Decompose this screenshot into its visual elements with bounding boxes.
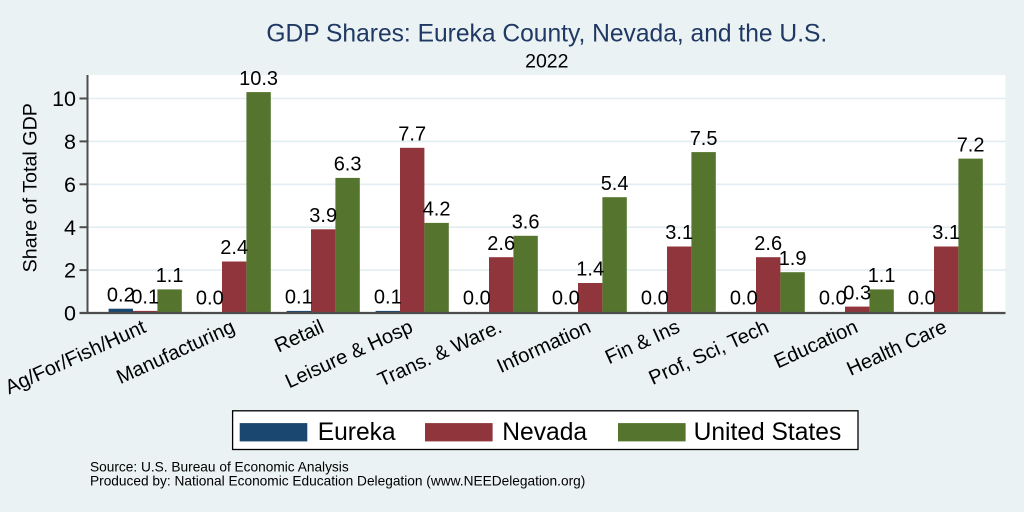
svg-text:3.6: 3.6 xyxy=(512,212,540,234)
svg-text:2.6: 2.6 xyxy=(754,233,782,255)
svg-text:6: 6 xyxy=(64,173,76,197)
svg-text:0.0: 0.0 xyxy=(196,288,224,310)
svg-text:2: 2 xyxy=(64,259,76,283)
svg-text:4.2: 4.2 xyxy=(423,199,451,221)
svg-text:Eureka: Eureka xyxy=(318,419,396,446)
svg-text:0.0: 0.0 xyxy=(463,288,491,310)
svg-text:7.2: 7.2 xyxy=(957,134,985,156)
svg-text:0.0: 0.0 xyxy=(730,288,758,310)
svg-text:1.9: 1.9 xyxy=(779,248,807,270)
svg-text:3.1: 3.1 xyxy=(665,222,693,244)
svg-text:5.4: 5.4 xyxy=(601,173,629,195)
svg-text:2.6: 2.6 xyxy=(487,233,515,255)
svg-text:Source: U.S. Bureau of Economi: Source: U.S. Bureau of Economic Analysis xyxy=(90,459,349,474)
svg-text:1.1: 1.1 xyxy=(156,265,184,287)
svg-text:10.3: 10.3 xyxy=(239,68,278,90)
svg-text:3.9: 3.9 xyxy=(309,205,337,227)
svg-text:0.1: 0.1 xyxy=(285,287,313,309)
svg-text:2022: 2022 xyxy=(525,51,568,73)
svg-text:0.0: 0.0 xyxy=(641,288,669,310)
svg-text:0.0: 0.0 xyxy=(819,288,847,310)
svg-text:United States: United States xyxy=(694,419,842,446)
svg-text:4: 4 xyxy=(64,216,76,240)
svg-text:8: 8 xyxy=(64,130,76,154)
svg-text:10: 10 xyxy=(52,87,76,111)
svg-text:Share of Total GDP: Share of Total GDP xyxy=(19,103,41,272)
svg-text:GDP Shares: Eureka County, Nev: GDP Shares: Eureka County, Nevada, and t… xyxy=(266,21,827,48)
svg-text:0.1: 0.1 xyxy=(374,287,402,309)
svg-text:0.0: 0.0 xyxy=(552,288,580,310)
svg-text:3.1: 3.1 xyxy=(932,222,960,244)
svg-text:Produced by: National Economic: Produced by: National Economic Education… xyxy=(90,474,585,489)
svg-text:1.4: 1.4 xyxy=(576,259,604,281)
svg-text:0: 0 xyxy=(64,302,76,326)
svg-text:Nevada: Nevada xyxy=(502,419,587,446)
svg-text:0.0: 0.0 xyxy=(908,288,936,310)
svg-text:1.1: 1.1 xyxy=(868,265,896,287)
svg-text:0.1: 0.1 xyxy=(131,287,159,309)
svg-text:7.7: 7.7 xyxy=(398,124,426,146)
svg-text:0.2: 0.2 xyxy=(107,284,135,306)
svg-text:6.3: 6.3 xyxy=(334,154,362,176)
svg-text:0.3: 0.3 xyxy=(843,282,871,304)
svg-text:7.5: 7.5 xyxy=(690,128,718,150)
svg-text:2.4: 2.4 xyxy=(220,237,248,259)
